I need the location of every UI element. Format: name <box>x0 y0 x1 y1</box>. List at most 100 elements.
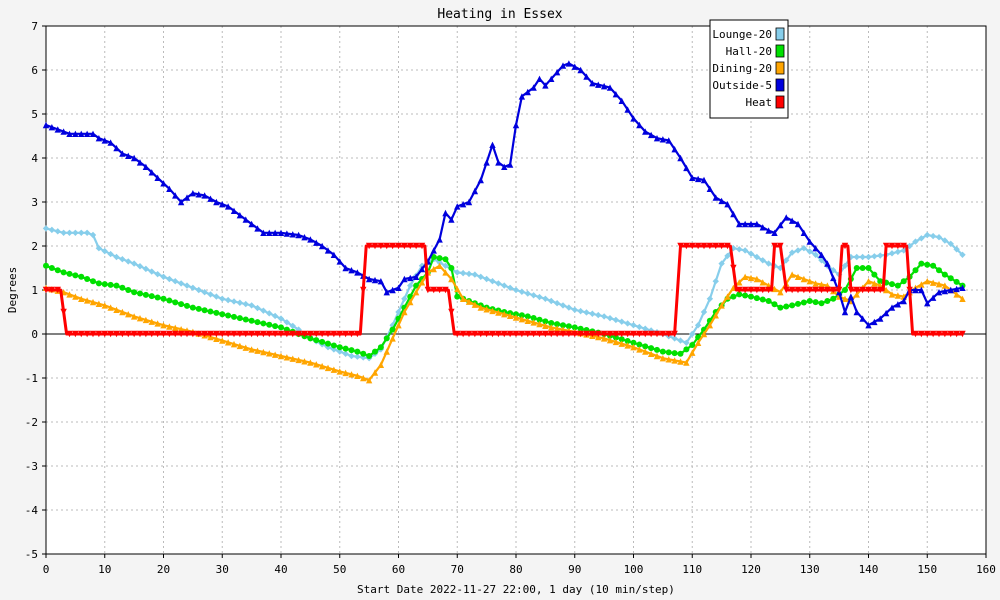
data-point <box>48 265 55 271</box>
data-point <box>530 84 537 91</box>
data-point <box>436 259 443 266</box>
data-point <box>219 295 226 302</box>
data-point <box>700 242 708 250</box>
data-point <box>160 322 167 329</box>
data-point <box>448 216 455 223</box>
data-point <box>524 290 531 297</box>
data-point <box>489 330 496 338</box>
data-point <box>871 271 878 278</box>
data-point <box>724 242 731 250</box>
data-point <box>342 345 349 352</box>
data-point <box>83 330 91 338</box>
data-point <box>518 93 526 100</box>
data-point <box>759 286 766 294</box>
data-point <box>794 220 802 228</box>
data-point <box>542 330 549 338</box>
data-point <box>236 299 244 306</box>
data-point <box>565 330 573 338</box>
data-point <box>448 308 455 316</box>
data-point <box>342 369 349 377</box>
data-point <box>289 231 296 238</box>
data-point <box>571 324 578 331</box>
data-point <box>407 282 414 289</box>
data-point <box>166 330 173 338</box>
y-tick-label: 6 <box>31 64 38 77</box>
data-point <box>512 330 520 338</box>
data-point <box>148 330 155 338</box>
data-point <box>548 330 555 338</box>
data-point <box>383 289 390 296</box>
data-point <box>771 301 778 308</box>
data-point <box>313 330 320 338</box>
data-point <box>665 137 672 144</box>
data-point <box>72 130 79 137</box>
data-point <box>78 229 85 236</box>
data-point <box>859 286 866 294</box>
data-point <box>48 226 56 234</box>
data-point <box>683 164 690 172</box>
data-point <box>518 312 525 319</box>
data-point <box>407 242 414 250</box>
data-point <box>665 330 672 338</box>
data-point <box>248 302 255 309</box>
data-point <box>383 335 390 342</box>
legend-label: Heat <box>746 96 773 109</box>
data-point <box>418 265 426 273</box>
data-point <box>736 246 743 253</box>
data-point <box>201 192 208 199</box>
data-point <box>824 260 831 267</box>
data-point <box>694 339 702 346</box>
data-point <box>560 322 566 329</box>
data-point <box>213 330 220 338</box>
data-point <box>577 307 584 315</box>
data-point <box>307 335 314 342</box>
data-point <box>54 267 61 274</box>
data-point <box>277 352 285 360</box>
data-point <box>272 323 279 330</box>
data-point <box>953 278 960 285</box>
data-point <box>677 358 684 365</box>
data-point <box>806 286 813 294</box>
data-point <box>313 361 320 368</box>
data-point <box>125 330 132 338</box>
data-point <box>172 278 179 285</box>
data-point <box>665 349 672 356</box>
data-point <box>947 240 954 247</box>
data-point <box>894 292 902 299</box>
data-point <box>318 362 326 370</box>
data-point <box>642 330 649 338</box>
data-point <box>495 309 502 316</box>
data-point <box>882 242 890 250</box>
data-point <box>319 338 326 345</box>
data-point <box>830 274 837 282</box>
data-point <box>166 297 173 304</box>
data-point <box>242 330 249 338</box>
data-point <box>160 273 167 280</box>
data-point <box>747 274 755 282</box>
data-point <box>142 316 150 324</box>
data-point <box>565 304 573 311</box>
data-point <box>788 249 796 256</box>
data-point <box>894 282 901 289</box>
y-tick-label: 3 <box>31 196 38 209</box>
data-point <box>953 285 960 293</box>
data-point <box>841 308 849 316</box>
data-point <box>365 377 373 384</box>
data-point <box>677 154 684 162</box>
data-point <box>336 348 343 355</box>
data-point <box>624 342 631 349</box>
data-point <box>618 97 625 104</box>
data-point <box>853 253 860 261</box>
data-point <box>947 286 954 294</box>
data-point <box>307 236 314 243</box>
data-point <box>154 270 161 278</box>
data-point <box>119 150 126 157</box>
data-point <box>530 330 537 338</box>
data-point <box>536 330 543 338</box>
data-point <box>818 300 825 307</box>
data-point <box>83 297 91 304</box>
data-point <box>612 316 620 324</box>
data-point <box>794 286 802 294</box>
data-point <box>642 325 649 332</box>
data-point <box>43 262 49 269</box>
